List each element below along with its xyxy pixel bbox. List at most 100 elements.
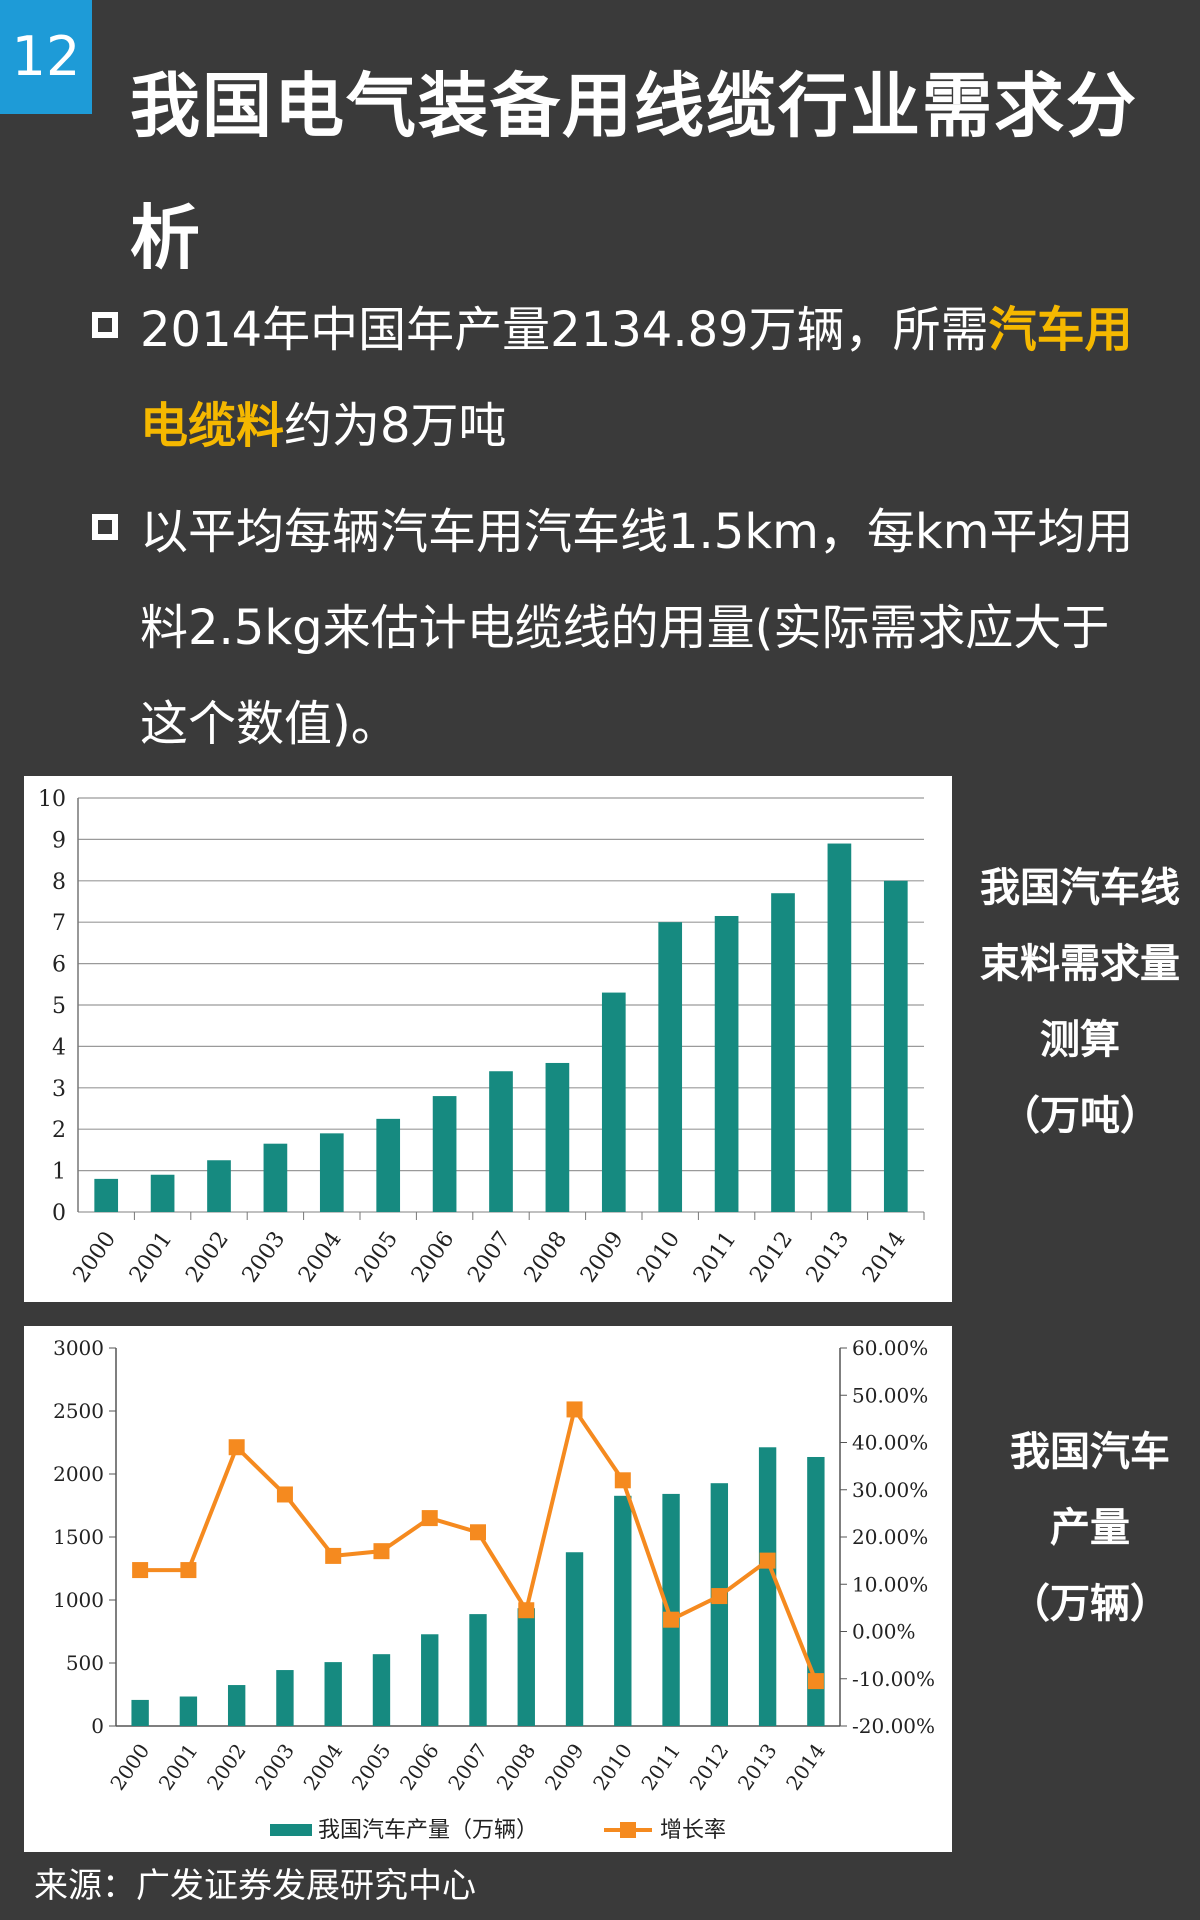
legend-line-marker [620,1822,636,1838]
x-tick-label: 2012 [685,1739,734,1794]
growth-rate-marker [759,1552,776,1569]
right-tick-label: 50.00% [852,1383,928,1407]
bar [276,1670,294,1726]
page-title: 我国电气装备用线缆行业需求分析 [130,65,1138,279]
bar [807,1456,825,1726]
x-tick-label: 2003 [238,1227,291,1287]
bar [714,915,739,1212]
bar [207,1160,231,1212]
bar [469,1614,487,1726]
y-tick-label: 9 [52,828,66,853]
chart-2-label-line: 我国汽车 [1010,1429,1170,1475]
x-tick-label: 2013 [802,1227,855,1287]
chart-2-panel: 0 500 1000 1500 2000 2500 3000 -20.00% -10.00% 0.… [24,1326,952,1852]
growth-rate-marker [566,1401,583,1418]
growth-rate-marker [421,1510,438,1527]
y-tick-label: 2 [52,1118,66,1143]
chart-2-label-line: 产量 [1050,1505,1130,1551]
chart-1-svg: 0 1 2 3 4 5 6 7 8 9 10 2000 2001 2002 2003 2004 2005 2006… [38,787,925,1287]
x-tick-label: 2003 [250,1739,299,1794]
x-tick-label: 2010 [588,1739,637,1794]
x-tick-label: 2004 [294,1227,347,1287]
x-tick-label: 2001 [125,1227,178,1287]
y-tick-label: 1 [52,1160,66,1185]
x-tick-label: 2001 [154,1739,203,1794]
y-tick-label: 8 [52,870,66,895]
chart-2-svg: 0 500 1000 1500 2000 2500 3000 -20.00% -10.00% 0.… [53,1336,935,1843]
growth-rate-marker [373,1543,390,1560]
y-tick-label: 3 [52,1077,66,1102]
bar [710,1483,729,1726]
x-tick-label: 2004 [298,1739,347,1794]
y-tick-label: 4 [52,1035,66,1060]
x-tick-label: 2011 [689,1227,742,1287]
bar [150,1174,175,1212]
bar [827,843,852,1212]
bullet-highlight: 汽车用电缆料 [140,302,1133,454]
y-tick-label: 6 [52,953,66,978]
x-tick-label: 2008 [492,1739,541,1794]
square-bullet-icon [92,514,118,540]
right-tick-label: -10.00% [852,1667,935,1691]
bar [376,1118,401,1212]
growth-rate-marker [614,1472,631,1489]
x-tick-label: 2002 [202,1739,251,1794]
bar [372,1654,391,1726]
x-tick-label: 2014 [858,1227,911,1287]
bar [658,922,683,1212]
bar [662,1493,680,1726]
growth-rate-marker [663,1611,680,1628]
x-tick-label: 2005 [347,1739,396,1794]
left-tick-label: 2000 [53,1462,104,1486]
right-tick-label: 40.00% [852,1431,928,1455]
bar [179,1696,198,1726]
y-tick-label: 0 [52,1201,66,1226]
y-tick-label: 5 [52,994,66,1019]
y-tick-label: 7 [52,911,66,936]
bar [883,880,908,1212]
bar [432,1096,457,1212]
x-tick-label: 2002 [181,1227,234,1287]
left-tick-label: 2500 [53,1399,104,1423]
bullet-item-2: 以平均每辆汽车用汽车线1.5km，每km平均用料2.5kg来估计电缆线的用量(实… [92,484,1152,772]
right-tick-label: 20.00% [852,1525,928,1549]
x-tick-label: 2013 [733,1739,782,1794]
growth-rate-marker [180,1562,197,1579]
growth-rate-marker [276,1486,293,1503]
source-note: 来源：广发证券发展研究中心 [34,1866,476,1906]
growth-rate-marker [228,1439,245,1456]
bar [94,1178,119,1212]
chart-2-side-label: 我国汽车 产量 （万辆） [980,1414,1200,1642]
bar [517,1608,535,1726]
x-tick-label: 2012 [745,1227,798,1287]
slide-number-badge: 12 [0,0,92,114]
right-tick-label: 0.00% [852,1620,916,1644]
right-tick-label: 60.00% [852,1336,928,1360]
legend-line-label: 增长率 [660,1818,726,1843]
bar [758,1447,777,1726]
bar [421,1634,439,1726]
x-tick-label: 2007 [463,1227,516,1287]
x-tick-label: 2008 [520,1227,573,1287]
growth-rate-marker [711,1588,728,1605]
chart-1-label-line: 测算 [1040,1017,1120,1063]
right-tick-label: 10.00% [852,1572,928,1596]
right-tick-label: -20.00% [852,1714,935,1738]
chart-1-side-label: 我国汽车线 束料需求量 测算 （万吨） [962,850,1198,1154]
legend-bar-swatch [270,1824,312,1836]
bar [565,1552,584,1726]
growth-rate-marker [470,1524,486,1541]
bullet-list: 2014年中国年产量2134.89万辆，所需汽车用电缆料约为8万吨 以平均每辆汽… [92,282,1152,782]
bar [545,1062,570,1212]
bar [319,1133,344,1212]
bar [263,1143,288,1212]
x-tick-label: 2009 [576,1227,629,1287]
bar [614,1495,632,1726]
bullet-item-1: 2014年中国年产量2134.89万辆，所需汽车用电缆料约为8万吨 [92,282,1152,474]
bar [227,1685,246,1726]
x-tick-label: 2005 [351,1227,404,1287]
bar [131,1699,149,1726]
bar [324,1662,342,1726]
left-tick-label: 500 [66,1651,104,1675]
x-tick-label: 2010 [633,1227,686,1287]
